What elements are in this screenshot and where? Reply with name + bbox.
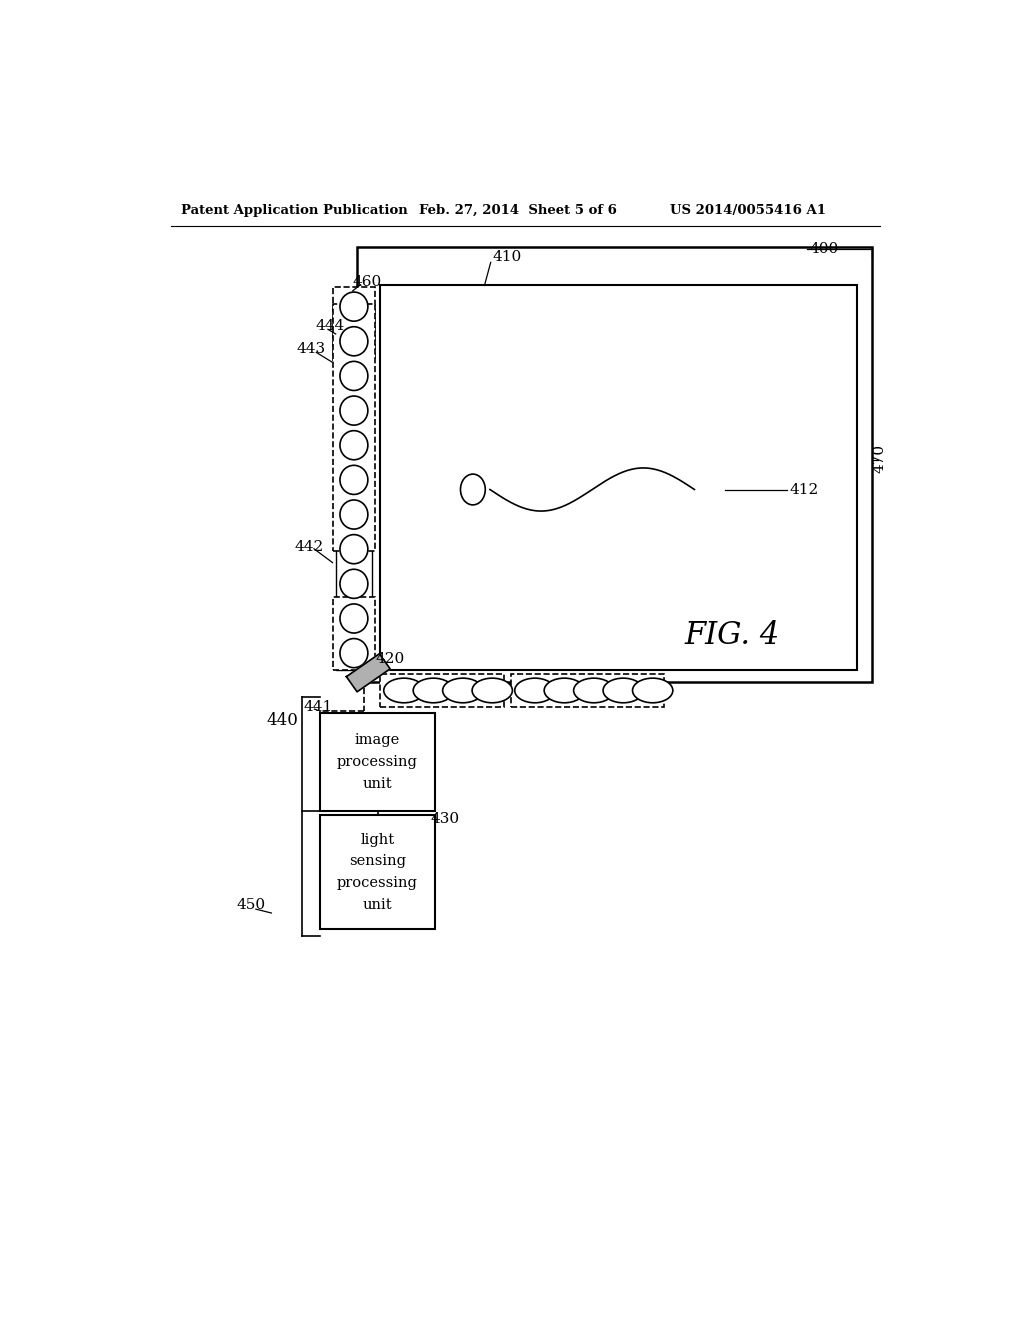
Bar: [356, 247, 872, 682]
Ellipse shape: [340, 605, 368, 634]
Polygon shape: [346, 653, 390, 692]
Bar: [333, 597, 375, 671]
Text: light
sensing
processing
unit: light sensing processing unit: [337, 833, 418, 912]
Bar: [333, 305, 375, 552]
Ellipse shape: [544, 678, 585, 702]
Ellipse shape: [414, 678, 454, 702]
Bar: [333, 286, 375, 360]
Ellipse shape: [340, 430, 368, 459]
Ellipse shape: [384, 678, 424, 702]
Ellipse shape: [461, 474, 485, 504]
Bar: [380, 285, 856, 671]
Text: 470: 470: [872, 444, 887, 474]
Ellipse shape: [340, 327, 368, 356]
Text: 443: 443: [297, 342, 326, 356]
Ellipse shape: [340, 292, 368, 321]
Ellipse shape: [340, 535, 368, 564]
Text: 410: 410: [493, 249, 521, 264]
Text: 460: 460: [352, 275, 382, 289]
Ellipse shape: [340, 500, 368, 529]
Bar: [321, 816, 435, 929]
Text: 400: 400: [810, 243, 840, 256]
Ellipse shape: [633, 678, 673, 702]
Text: FIG. 4: FIG. 4: [685, 620, 780, 651]
Bar: [380, 673, 504, 708]
Text: 440: 440: [266, 711, 298, 729]
Ellipse shape: [340, 569, 368, 598]
Ellipse shape: [515, 678, 555, 702]
Text: US 2014/0055416 A1: US 2014/0055416 A1: [671, 205, 826, 218]
Text: 430: 430: [430, 812, 460, 826]
Text: Feb. 27, 2014  Sheet 5 of 6: Feb. 27, 2014 Sheet 5 of 6: [419, 205, 616, 218]
Text: 442: 442: [295, 540, 324, 554]
Text: Patent Application Publication: Patent Application Publication: [180, 205, 408, 218]
Text: 412: 412: [790, 483, 818, 496]
Ellipse shape: [340, 362, 368, 391]
Text: 444: 444: [315, 319, 345, 333]
Ellipse shape: [472, 678, 512, 702]
Bar: [511, 673, 665, 708]
Ellipse shape: [340, 639, 368, 668]
Text: 420: 420: [376, 652, 406, 665]
Ellipse shape: [603, 678, 643, 702]
Text: 441: 441: [303, 700, 333, 714]
Ellipse shape: [573, 678, 614, 702]
Ellipse shape: [340, 396, 368, 425]
Bar: [321, 713, 435, 812]
Text: image
processing
unit: image processing unit: [337, 734, 418, 791]
Ellipse shape: [340, 466, 368, 495]
Bar: [336, 289, 372, 671]
Text: 450: 450: [237, 899, 265, 912]
Ellipse shape: [442, 678, 483, 702]
